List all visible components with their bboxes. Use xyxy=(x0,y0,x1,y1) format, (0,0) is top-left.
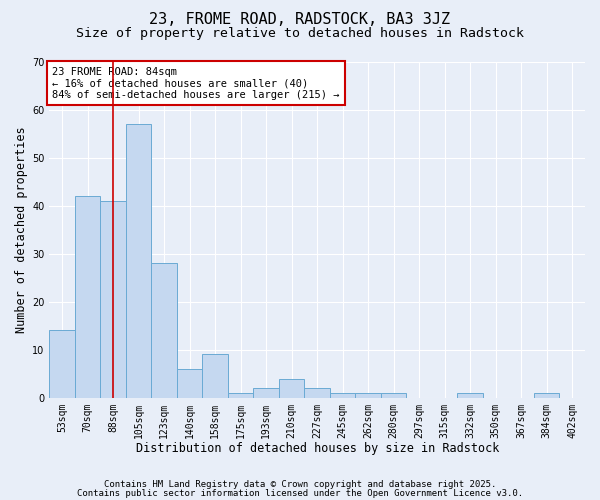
Bar xyxy=(202,354,228,398)
Bar xyxy=(355,393,381,398)
Bar xyxy=(253,388,279,398)
Bar xyxy=(49,330,75,398)
Text: Size of property relative to detached houses in Radstock: Size of property relative to detached ho… xyxy=(76,28,524,40)
Bar xyxy=(126,124,151,398)
Text: Contains HM Land Registry data © Crown copyright and database right 2025.: Contains HM Land Registry data © Crown c… xyxy=(104,480,496,489)
Bar xyxy=(151,263,177,398)
Text: 23, FROME ROAD, RADSTOCK, BA3 3JZ: 23, FROME ROAD, RADSTOCK, BA3 3JZ xyxy=(149,12,451,28)
X-axis label: Distribution of detached houses by size in Radstock: Distribution of detached houses by size … xyxy=(136,442,499,455)
Y-axis label: Number of detached properties: Number of detached properties xyxy=(15,126,28,333)
Text: Contains public sector information licensed under the Open Government Licence v3: Contains public sector information licen… xyxy=(77,488,523,498)
Bar xyxy=(75,196,100,398)
Bar xyxy=(177,369,202,398)
Bar xyxy=(457,393,483,398)
Bar xyxy=(534,393,559,398)
Bar xyxy=(381,393,406,398)
Bar xyxy=(304,388,330,398)
Bar xyxy=(228,393,253,398)
Bar xyxy=(100,201,126,398)
Bar xyxy=(279,378,304,398)
Bar xyxy=(330,393,355,398)
Text: 23 FROME ROAD: 84sqm
← 16% of detached houses are smaller (40)
84% of semi-detac: 23 FROME ROAD: 84sqm ← 16% of detached h… xyxy=(52,66,340,100)
